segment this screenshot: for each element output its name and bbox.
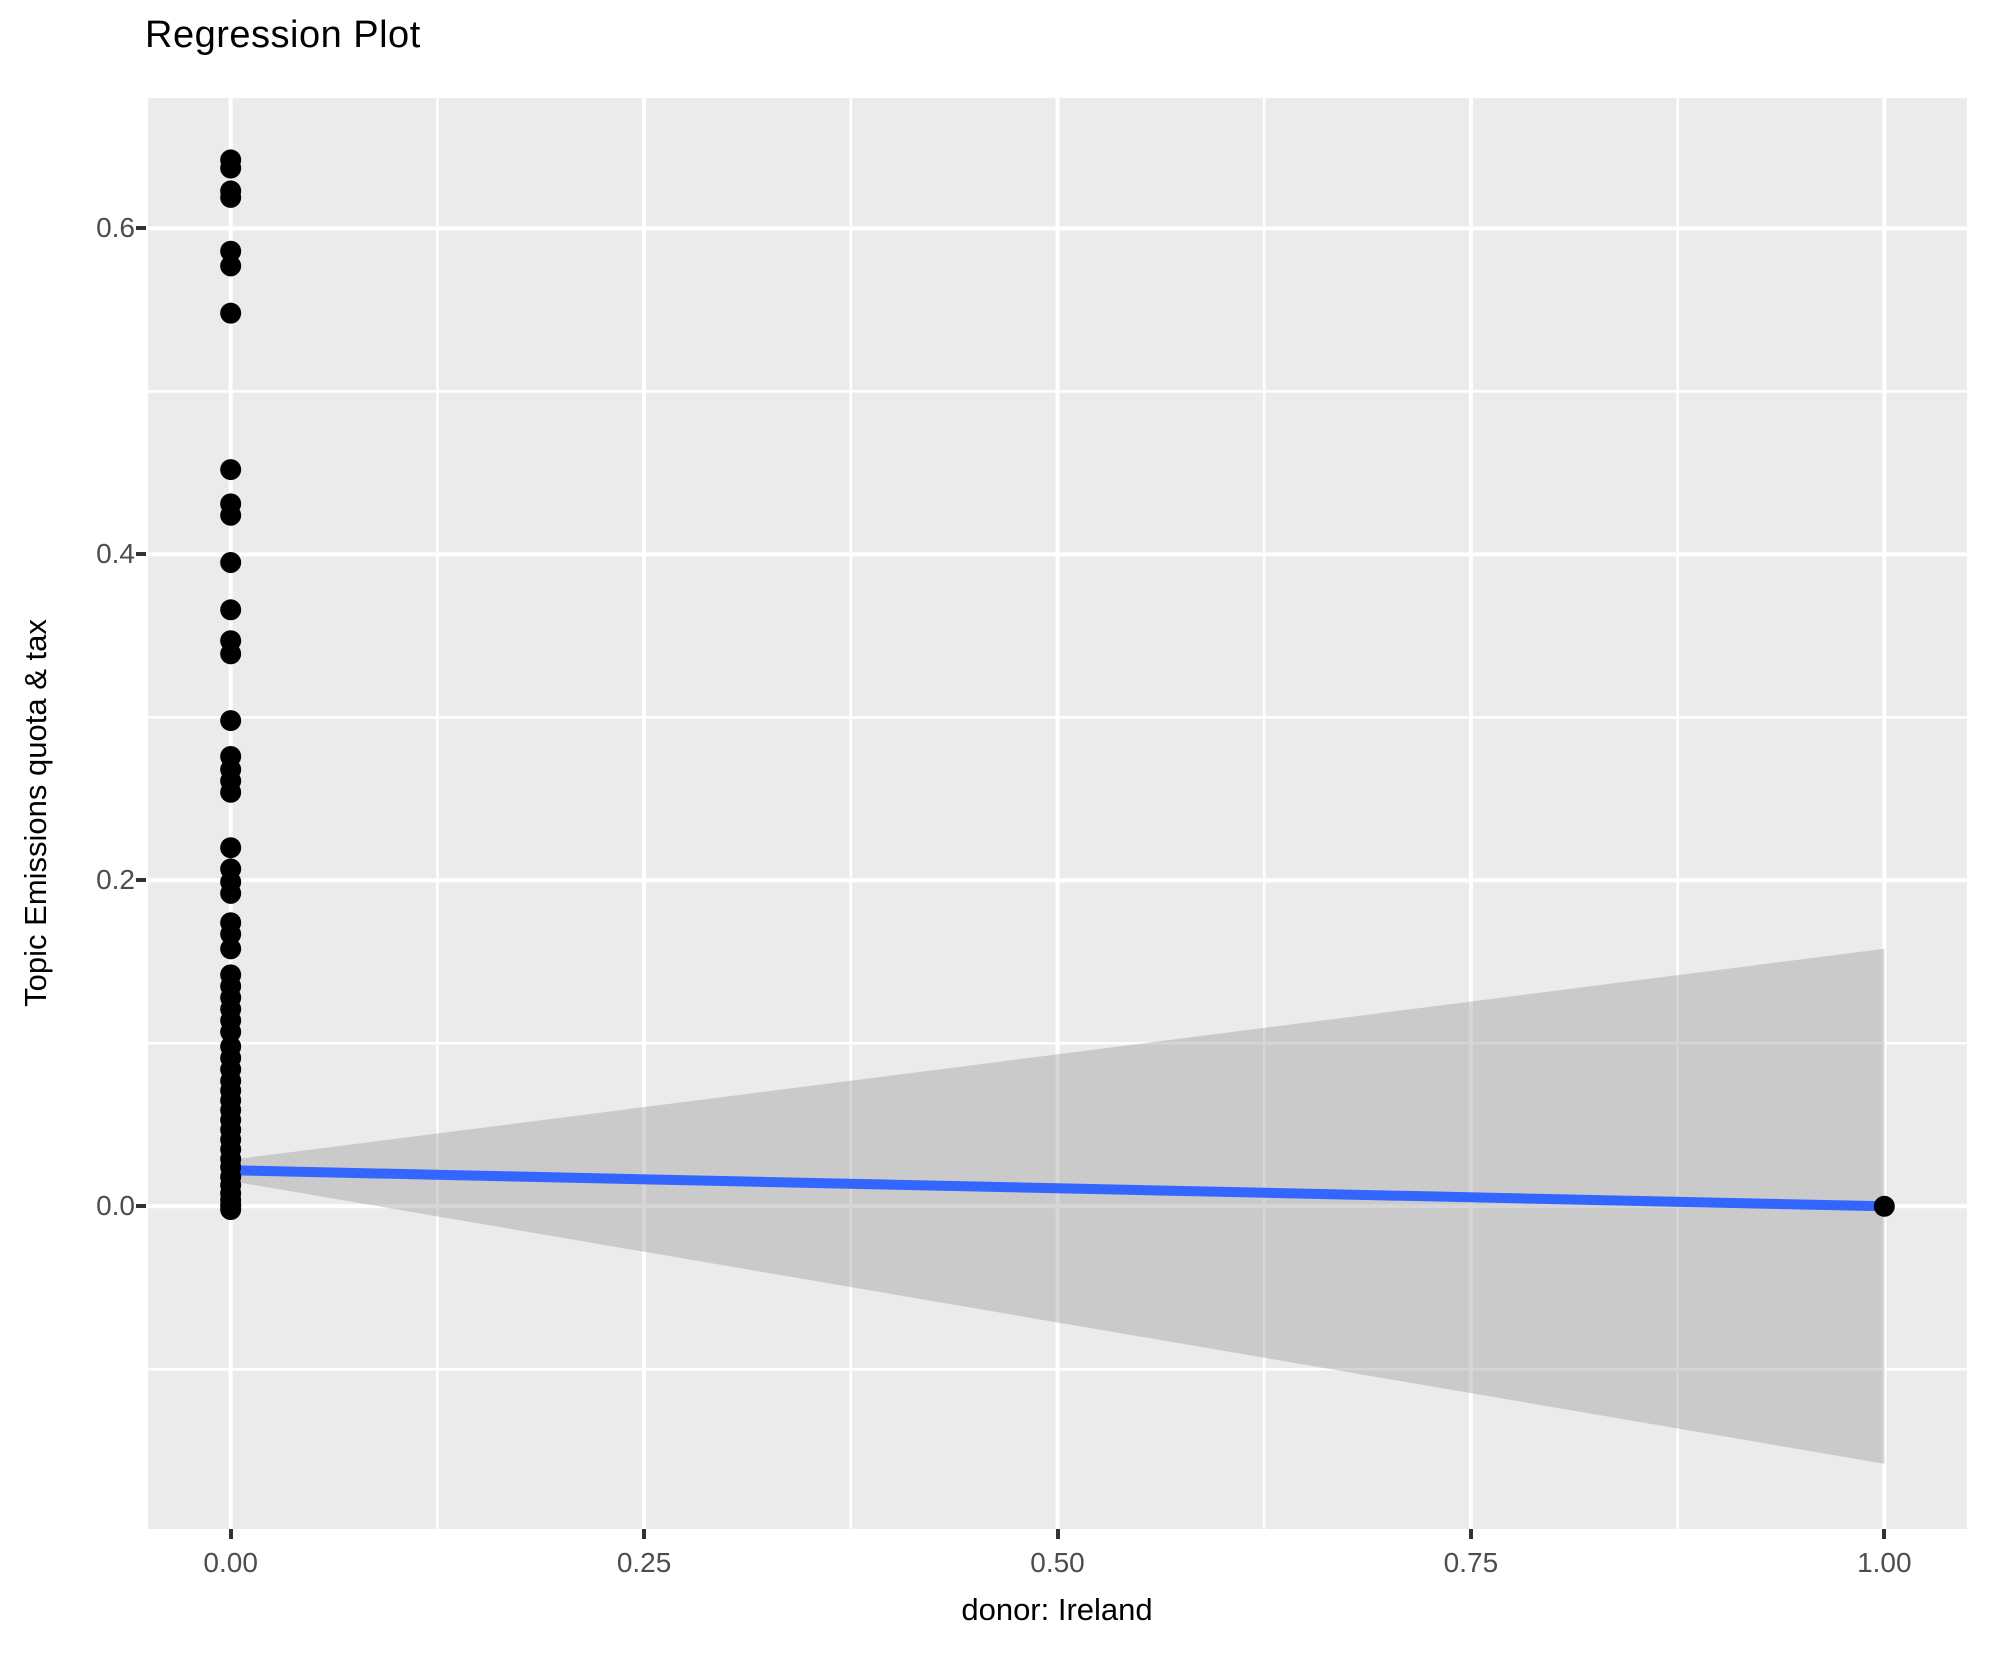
data-point (220, 882, 242, 904)
y-tick-mark (136, 226, 146, 231)
y-axis-title: Topic Emissions quota & tax (18, 619, 53, 1007)
x-tick-label: 1.00 (1857, 1547, 1912, 1578)
data-point (220, 643, 242, 665)
x-tick-label: 0.50 (1030, 1547, 1085, 1578)
y-tick-label: 0.4 (96, 538, 135, 570)
plot-canvas (148, 98, 1967, 1529)
data-point (220, 157, 242, 179)
x-axis-title: donor: Ireland (961, 1592, 1153, 1627)
x-tick-mark (1468, 1529, 1473, 1539)
y-tick-label: 0.0 (96, 1190, 135, 1222)
data-point (220, 599, 242, 621)
y-tick-mark (136, 878, 146, 883)
data-point (220, 302, 242, 324)
data-point (1873, 1195, 1895, 1217)
x-tick-mark (1882, 1529, 1887, 1539)
data-point (220, 552, 242, 574)
x-tick-label: 0.25 (616, 1547, 672, 1578)
data-point (220, 923, 242, 945)
data-point (220, 240, 242, 262)
data-point (220, 1021, 242, 1043)
y-tick-mark (136, 552, 146, 557)
x-tick-label: 0.75 (1443, 1547, 1499, 1578)
y-tick-label: 0.2 (96, 864, 135, 896)
plot-panel (148, 98, 1967, 1529)
data-point (220, 781, 242, 803)
data-point (220, 710, 242, 732)
y-tick-label: 0.6 (96, 212, 135, 244)
data-point (220, 459, 242, 481)
data-point (220, 837, 242, 859)
regression-line (230, 1165, 1885, 1212)
plot-title: Regression Plot (145, 14, 421, 56)
data-point (220, 938, 242, 960)
data-point (220, 186, 242, 208)
x-tick-mark (228, 1529, 233, 1539)
x-tick-mark (642, 1529, 647, 1539)
x-tick-label: 0.00 (203, 1547, 258, 1578)
confidence-band (230, 948, 1885, 1464)
data-point (220, 504, 242, 526)
y-tick-mark (136, 1204, 146, 1209)
data-point (220, 1199, 242, 1221)
x-tick-mark (1055, 1529, 1060, 1539)
data-point (220, 255, 242, 277)
